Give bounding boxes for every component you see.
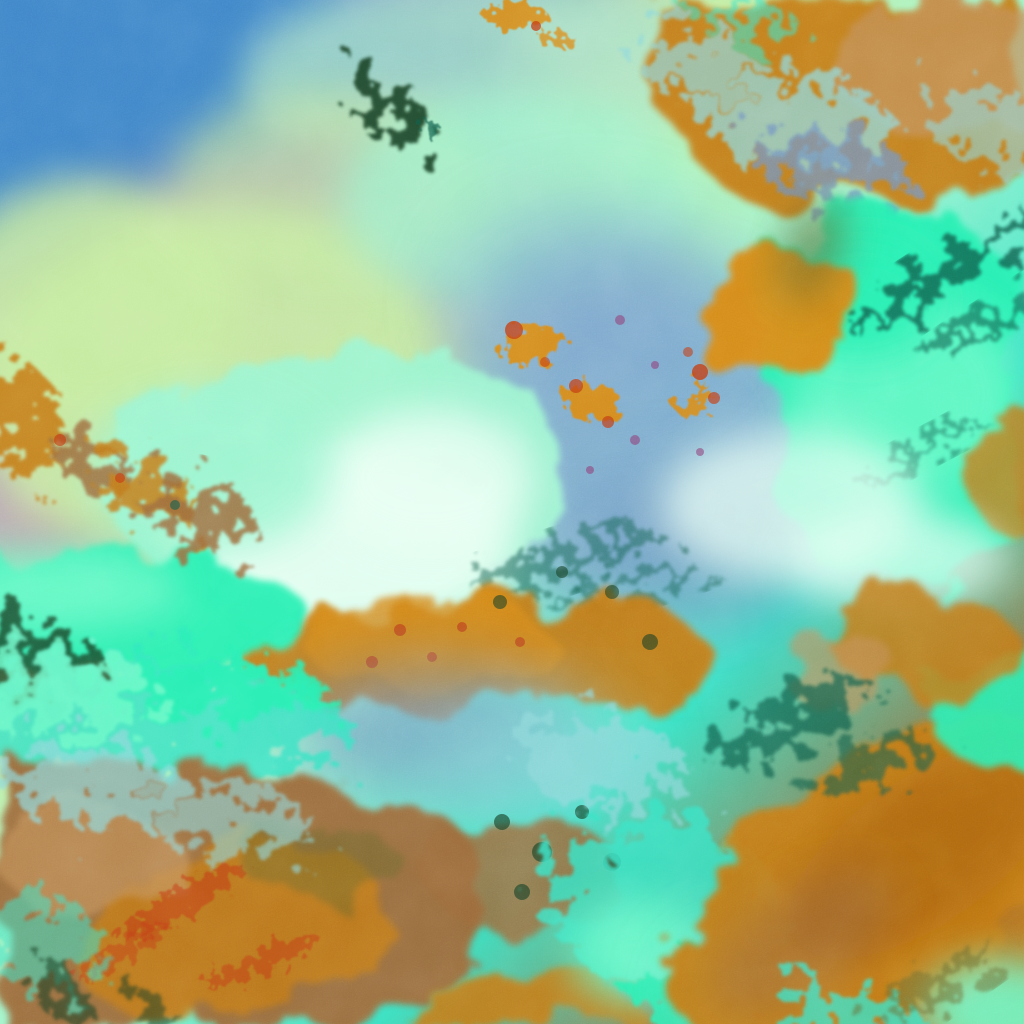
satellite-image: False-color satellite imagery of cloud c… (0, 0, 1024, 1024)
grain-overlay (0, 0, 1024, 1024)
satellite-image-canvas: False-color satellite imagery of cloud c… (0, 0, 1024, 1024)
